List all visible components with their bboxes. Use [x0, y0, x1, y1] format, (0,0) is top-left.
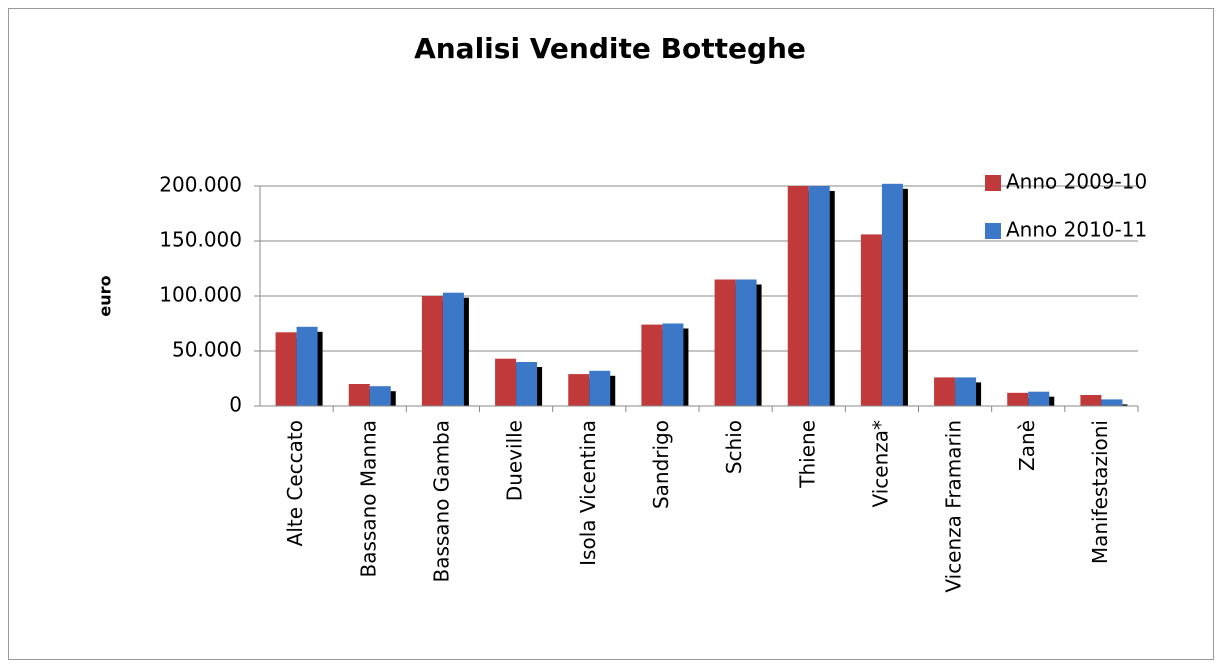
bar	[860, 234, 882, 406]
x-tick-label: Vicenza Framarin	[942, 420, 966, 593]
bar	[1080, 395, 1102, 406]
x-tick-label: Manifestazioni	[1088, 420, 1112, 564]
chart-title: Analisi Vendite Botteghe	[414, 32, 806, 65]
legend-swatch	[985, 175, 1001, 191]
x-tick-label: Vicenza*	[868, 420, 892, 508]
y-tick-label: 50.000	[172, 338, 242, 362]
x-tick-label: Alte Ceccato	[283, 420, 307, 546]
x-tick-label: Sandrigo	[649, 420, 673, 509]
chart-border	[8, 8, 1214, 660]
x-tick-label: Bassano Manna	[356, 420, 380, 577]
bar	[1028, 391, 1050, 406]
bar	[296, 326, 318, 406]
bar	[714, 279, 736, 406]
y-tick-label: 100.000	[159, 283, 242, 307]
bar	[934, 377, 956, 406]
bar	[369, 386, 391, 406]
bar	[787, 186, 809, 406]
bar	[881, 183, 903, 406]
bar	[589, 370, 611, 406]
bar	[516, 362, 538, 406]
bar	[568, 374, 590, 406]
bar	[662, 323, 684, 406]
bar	[1101, 399, 1123, 406]
x-tick-label: Schio	[722, 420, 746, 474]
y-axis-label: euro	[96, 275, 115, 316]
y-tick-label: 0	[229, 393, 242, 417]
legend-label: Anno 2010-11	[1006, 218, 1147, 242]
bar	[348, 384, 370, 406]
bar	[495, 358, 517, 406]
bar	[275, 332, 297, 406]
bar	[641, 324, 663, 406]
x-tick-label: Dueville	[503, 420, 527, 501]
x-tick-label: Isola Vicentina	[576, 420, 600, 566]
x-tick-label: Zanè	[1015, 420, 1039, 471]
y-tick-label: 200.000	[159, 173, 242, 197]
x-tick-label: Bassano Gamba	[429, 420, 453, 583]
bar	[421, 296, 443, 406]
x-tick-label: Thiene	[795, 420, 819, 489]
bar	[442, 292, 464, 406]
legend-label: Anno 2009-10	[1006, 170, 1147, 194]
legend-swatch	[985, 223, 1001, 239]
bar	[735, 279, 757, 406]
bar	[1007, 392, 1029, 406]
y-tick-label: 150.000	[159, 228, 242, 252]
bar	[808, 186, 830, 406]
bar	[955, 377, 977, 406]
